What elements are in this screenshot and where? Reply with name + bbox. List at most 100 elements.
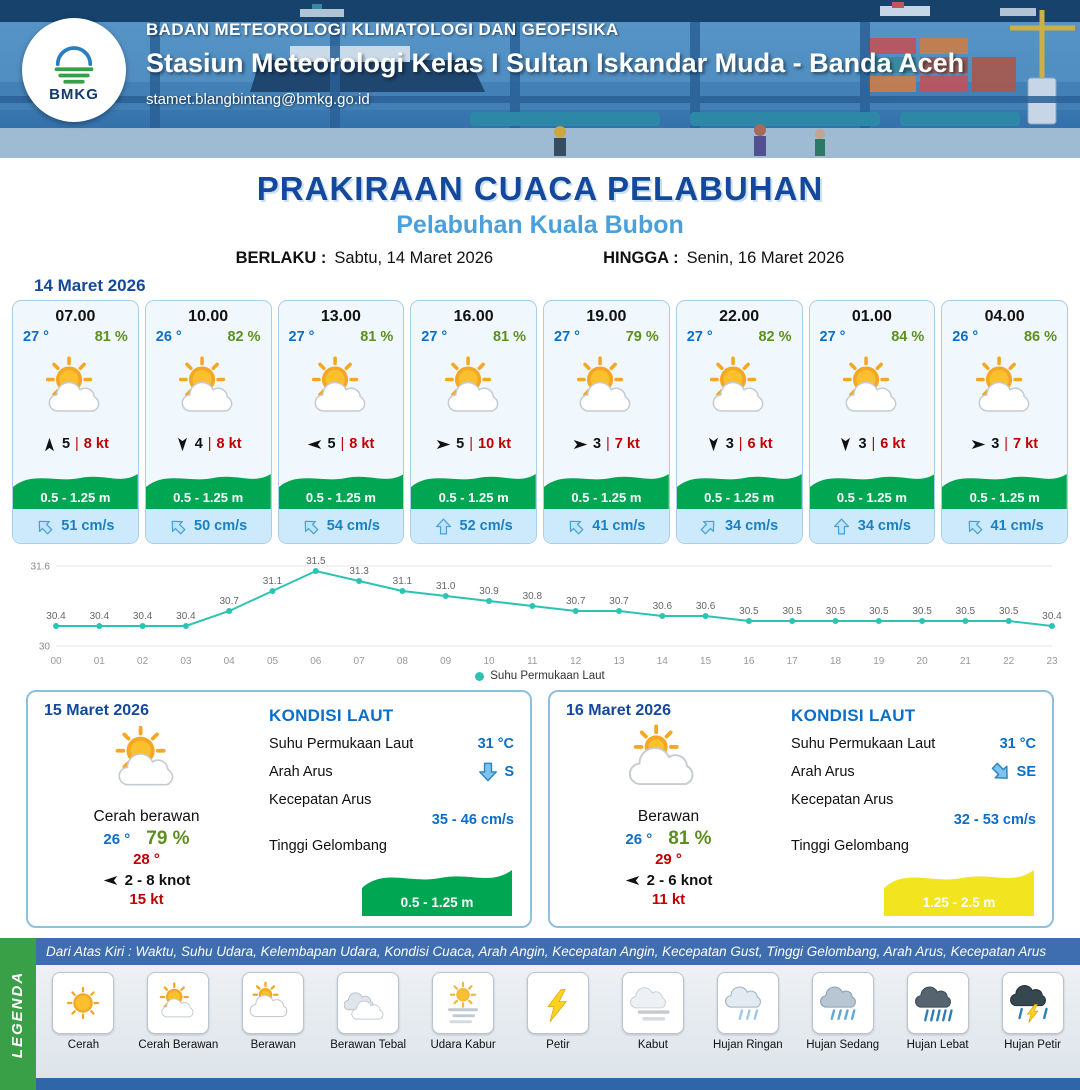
condition-label: Berawan <box>637 808 700 825</box>
forecast-date-label: 14 Maret 2026 <box>34 276 146 295</box>
separator: | <box>1004 436 1009 452</box>
forecast-card: 13.00 27 ° 81 % 5 | 8 kt 0.5 - 1.25 m 54 cm/s <box>277 300 405 544</box>
wind-row: 3 | 6 kt <box>677 429 802 459</box>
temp-humidity-row: 27 ° 81 % <box>13 327 138 349</box>
current-speed-value: 35 - 46 cm/s <box>431 812 514 828</box>
current-direction-icon <box>165 514 189 538</box>
wind-direction-icon <box>573 437 588 452</box>
wind-direction-icon <box>175 437 190 452</box>
wind-speed-value: 5 <box>61 436 71 452</box>
current-direction-icon <box>478 762 498 782</box>
weather-icon <box>942 349 1067 429</box>
svg-text:30.4: 30.4 <box>176 611 196 622</box>
wind-row: 3 | 7 kt <box>942 429 1067 459</box>
svg-text:12: 12 <box>570 656 582 667</box>
legend-item: Cerah <box>37 972 129 1051</box>
wave-height-value: 0.5 - 1.25 m <box>400 895 474 910</box>
udara-kabur-icon <box>432 972 495 1034</box>
wave-band: 0.5 - 1.25 m <box>145 465 271 509</box>
svg-text:11: 11 <box>527 656 538 667</box>
legend-item: Cerah Berawan <box>132 972 224 1051</box>
weather-icon <box>106 720 188 807</box>
wave-band: 0.5 - 1.25 m <box>544 465 669 509</box>
legend-item-label: Cerah <box>67 1039 100 1051</box>
svg-text:30.7: 30.7 <box>219 596 239 607</box>
header-banner: BMKG BADAN METEOROLOGI KLIMATOLOGI DAN G… <box>0 0 1080 158</box>
wave-band: 0.5 - 1.25 m <box>809 465 935 509</box>
berawan-icon <box>242 972 305 1034</box>
wind-direction-icon <box>625 873 640 888</box>
header-illustration <box>0 0 1080 158</box>
current-band: 34 cm/s <box>676 509 802 543</box>
wave-band: 0.5 - 1.25 m <box>362 860 512 916</box>
wind-direction-icon <box>706 437 721 452</box>
humidity-value: 84 % <box>891 329 925 345</box>
current-speed-value: 34 cm/s <box>725 518 779 534</box>
temp-value: 27 ° <box>686 329 713 345</box>
temp-humidity-row: 26 ° 82 % <box>146 327 271 349</box>
temp-value: 27 ° <box>23 329 49 345</box>
forecast-card: 04.00 26 ° 86 % 3 | 7 kt 0.5 - 1.25 m 41 cm/s <box>941 300 1068 544</box>
forecast-card: 19.00 27 ° 79 % 3 | 7 kt 0.5 - 1.25 m 41 cm/s <box>543 300 670 544</box>
svg-text:22: 22 <box>1003 656 1015 667</box>
sst-label: Suhu Permukaan Laut <box>269 736 414 752</box>
humidity-value: 81 % <box>94 329 128 345</box>
separator: | <box>738 436 743 452</box>
day-date: 16 Maret 2026 <box>566 702 671 719</box>
humidity-value: 81 % <box>668 828 712 849</box>
legend-item: Petir <box>512 972 604 1051</box>
legend-item: Hujan Lebat <box>892 972 984 1051</box>
current-direction-value: SE <box>1016 764 1036 780</box>
svg-text:15: 15 <box>700 656 712 667</box>
temp-value: 27 ° <box>288 329 315 345</box>
berlaku: BERLAKU : Sabtu, 14 Maret 2026 <box>235 249 494 267</box>
port-name: Pelabuhan Kuala Bubon <box>396 211 684 239</box>
svg-text:14: 14 <box>657 656 669 667</box>
temp-humidity-row: 27 ° 81 % <box>279 327 404 349</box>
forecast-card: 01.00 27 ° 84 % 3 | 6 kt 0.5 - 1.25 m 34 cm/s <box>808 300 936 544</box>
svg-text:31.1: 31.1 <box>263 576 283 587</box>
wind-speed-value: 3 <box>991 436 1000 452</box>
current-speed-value: 34 cm/s <box>857 518 911 534</box>
gust-value: 8 kt <box>349 436 375 452</box>
svg-text:30.9: 30.9 <box>479 586 499 597</box>
sst-value: 31 °C <box>477 736 514 752</box>
temp-humidity-row: 26 ° 86 % <box>942 327 1067 349</box>
svg-text:30.5: 30.5 <box>912 606 932 617</box>
forecast-card: 16.00 27 ° 81 % 5 | 10 kt 0.5 - 1.25 m 52 cm/s <box>410 300 537 544</box>
current-direction-icon <box>987 758 1015 786</box>
legend-item-label: Hujan Ringan <box>712 1039 783 1051</box>
kecepatan-arus-label: Kecepatan Arus <box>791 792 894 808</box>
current-band: 41 cm/s <box>942 509 1067 543</box>
svg-text:31.5: 31.5 <box>306 556 326 567</box>
wind-direction-icon <box>971 437 986 452</box>
gust-value: 6 kt <box>880 436 906 452</box>
current-speed-value: 51 cm/s <box>61 518 115 534</box>
forecast-card: 10.00 26 ° 82 % 4 | 8 kt 0.5 - 1.25 m 50 cm/s <box>144 300 272 544</box>
current-band: 51 cm/s <box>13 509 138 543</box>
wind-row: 3 | 7 kt <box>544 429 669 459</box>
svg-text:30.4: 30.4 <box>90 611 110 622</box>
temp-min-value: 26 ° <box>625 830 653 848</box>
svg-text:02: 02 <box>137 656 149 667</box>
wind-direction-icon <box>103 873 118 888</box>
legend-item: Kabut <box>607 972 699 1051</box>
current-speed-value: 41 cm/s <box>592 518 646 534</box>
berawan-tebal-icon <box>337 972 400 1034</box>
wave-height-value: 0.5 - 1.25 m <box>40 490 111 505</box>
station-email: stamet.blangbintang@bmkg.go.id <box>146 91 370 108</box>
legenda-label: LEGENDA <box>9 970 27 1058</box>
hujan-petir-icon <box>1001 972 1064 1034</box>
separator: | <box>469 436 474 452</box>
wave-height-value: 0.5 - 1.25 m <box>836 490 907 505</box>
forecast-card: 22.00 27 ° 82 % 3 | 6 kt 0.5 - 1.25 m 34 cm/s <box>675 300 803 544</box>
temp-value: 27 ° <box>819 329 846 345</box>
time-label: 19.00 <box>586 308 627 325</box>
svg-text:31.3: 31.3 <box>349 566 369 577</box>
bmkg-logo: BMKG <box>22 18 126 122</box>
svg-text:30.5: 30.5 <box>782 606 802 617</box>
gust-value: 7 kt <box>614 436 640 452</box>
wave-band: 0.5 - 1.25 m <box>942 465 1067 509</box>
chart-legend: Suhu Permukaan Laut <box>16 670 1064 682</box>
legend-item-label: Berawan Tebal <box>330 1039 407 1051</box>
